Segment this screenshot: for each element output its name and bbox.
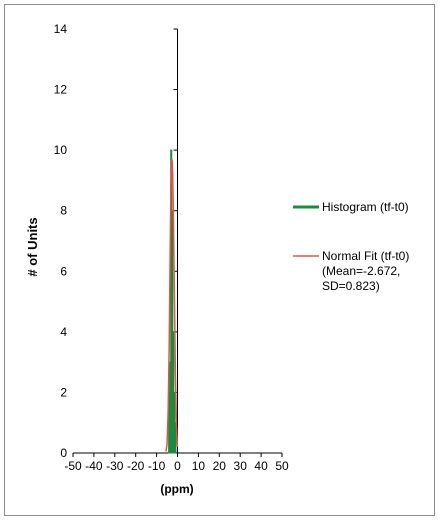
x-tick-label: 50: [275, 459, 289, 473]
y-tick-label: 2: [60, 385, 67, 399]
y-tick-label: 14: [54, 22, 68, 36]
x-axis-label: (ppm): [160, 482, 193, 496]
x-tick-label: -50: [64, 459, 82, 473]
y-tick-label: 6: [60, 264, 67, 278]
legend: Histogram (tf-t0) Normal Fit (tf-t0)(Mean…: [293, 200, 409, 293]
x-tick-label: 10: [192, 459, 206, 473]
axes: [72, 28, 283, 457]
chart: 0 2 4 6 8 10 12 14 -50 -40 -30 -20 -10 0 10 20 30 40 50 #…: [25, 22, 409, 496]
x-tick-label: -40: [85, 459, 103, 473]
y-tick-labels: 0 2 4 6 8 10 12 14: [54, 22, 68, 460]
chart-frame: 0 2 4 6 8 10 12 14 -50 -40 -30 -20 -10 0 10 20 30 40 50 #…: [4, 4, 435, 516]
x-tick-label: -10: [148, 459, 166, 473]
legend-histogram-label: Histogram (tf-t0): [322, 200, 409, 214]
histogram-bar: [174, 422, 177, 454]
legend-normal-fit-label: (Mean=-2.672,: [322, 264, 400, 278]
y-tick-label: 8: [60, 204, 67, 218]
x-tick-label: 40: [254, 459, 268, 473]
legend-normal-fit-label: Normal Fit (tf-t0): [322, 249, 409, 263]
normal-fit-line: [165, 159, 179, 452]
y-tick-label: 12: [54, 83, 68, 97]
x-tick-label: 20: [213, 459, 227, 473]
x-tick-label: -30: [106, 459, 124, 473]
y-axis-label: # of Units: [25, 217, 40, 276]
x-tick-label: 0: [174, 459, 181, 473]
legend-normal-fit-label: SD=0.823): [322, 279, 380, 293]
x-tick-labels: -50 -40 -30 -20 -10 0 10 20 30 40 50: [64, 459, 289, 473]
y-tick-label: 4: [60, 325, 67, 339]
y-tick-label: 10: [54, 143, 68, 157]
x-tick-label: 30: [234, 459, 248, 473]
y-tick-label: 0: [60, 446, 67, 460]
plot-area: [165, 149, 179, 454]
x-tick-label: -20: [127, 459, 145, 473]
